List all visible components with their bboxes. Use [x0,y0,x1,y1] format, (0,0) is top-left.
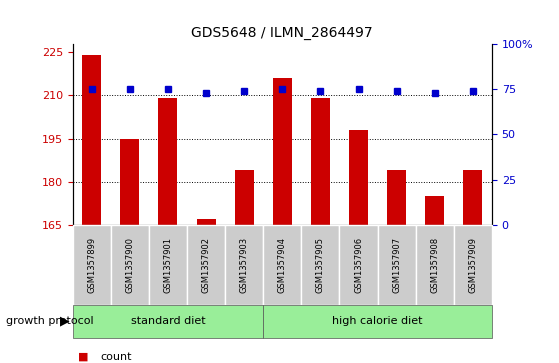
Bar [425,196,444,225]
Text: GSM1357906: GSM1357906 [354,237,363,293]
Text: ■: ■ [78,352,89,362]
Bar [120,139,139,225]
Text: GSM1357905: GSM1357905 [316,237,325,293]
Text: GSM1357907: GSM1357907 [392,237,401,293]
Text: GSM1357908: GSM1357908 [430,237,439,293]
Bar [377,225,416,305]
Bar [82,55,101,225]
Bar [339,225,377,305]
Bar [416,225,454,305]
Text: GSM1357902: GSM1357902 [202,237,211,293]
Bar [263,305,492,338]
Bar [387,170,406,225]
Text: GSM1357903: GSM1357903 [240,237,249,293]
Bar [349,130,368,225]
Bar [311,98,330,225]
Text: standard diet: standard diet [131,316,205,326]
Text: count: count [101,352,132,362]
Text: GSM1357909: GSM1357909 [468,237,477,293]
Bar [111,225,149,305]
Bar [158,98,178,225]
Text: growth protocol: growth protocol [6,316,93,326]
Bar [197,219,216,225]
Bar [235,170,254,225]
Bar [263,225,301,305]
Bar [149,225,187,305]
Bar [225,225,263,305]
Title: GDS5648 / ILMN_2864497: GDS5648 / ILMN_2864497 [192,26,373,40]
Text: ▶: ▶ [60,315,70,328]
Bar [301,225,339,305]
Text: GSM1357901: GSM1357901 [163,237,173,293]
Text: GSM1357900: GSM1357900 [125,237,134,293]
Text: GSM1357904: GSM1357904 [278,237,287,293]
Bar [273,78,292,225]
Bar [454,225,492,305]
Text: GSM1357899: GSM1357899 [87,237,96,293]
Bar [73,225,111,305]
Text: high calorie diet: high calorie diet [333,316,423,326]
Bar [463,170,482,225]
Bar [187,225,225,305]
Bar [73,305,263,338]
